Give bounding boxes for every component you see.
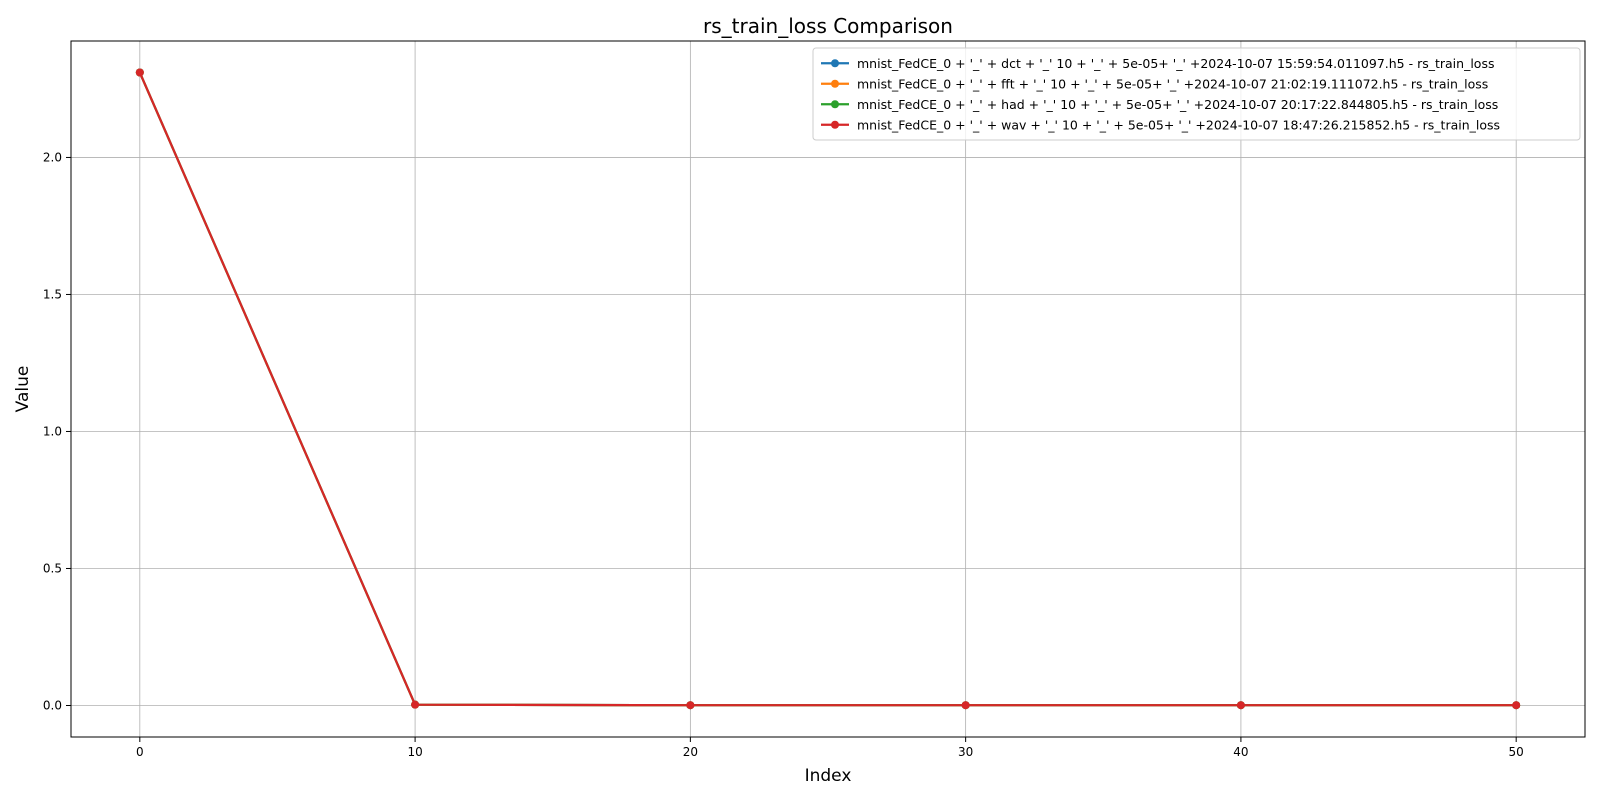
ticks: 0 10 20 30 40 50 0.0 0.5 1.0 1.5 2.0 — [43, 150, 1524, 759]
data-point — [686, 701, 695, 710]
y-axis-label: Value — [13, 366, 33, 413]
x-tick-label: 20 — [683, 745, 698, 759]
chart-title: rs_train_loss Comparison — [703, 14, 953, 38]
legend-entry: mnist_FedCE_0 + '_' + dct + '_' 10 + '_'… — [821, 56, 1494, 71]
x-axis-label: Index — [805, 766, 852, 786]
y-tick-label: 0.0 — [43, 698, 62, 712]
y-tick-label: 2.0 — [43, 150, 62, 164]
x-tick-label: 10 — [407, 745, 422, 759]
legend-swatch-marker — [831, 120, 839, 129]
y-tick-label: 1.5 — [43, 287, 62, 301]
legend-swatch-marker — [831, 59, 839, 68]
data-point — [135, 68, 144, 77]
legend-label: mnist_FedCE_0 + '_' + wav + '_' 10 + '_'… — [857, 117, 1500, 132]
x-tick-label: 0 — [136, 745, 144, 759]
y-tick-label: 0.5 — [43, 561, 62, 575]
series-3 — [135, 68, 1521, 710]
y-tick-label: 1.0 — [43, 424, 62, 438]
series-line — [138, 72, 1517, 707]
legend-entry: mnist_FedCE_0 + '_' + fft + '_' 10 + '_'… — [821, 76, 1488, 91]
series-layer — [135, 68, 1521, 710]
data-point — [411, 700, 420, 709]
legend-swatch-marker — [831, 79, 839, 88]
data-point — [961, 701, 970, 710]
x-tick-label: 50 — [1509, 745, 1524, 759]
x-tick-label: 40 — [1233, 745, 1248, 759]
legend-swatch-marker — [831, 100, 839, 109]
data-point — [1236, 701, 1245, 710]
x-tick-label: 30 — [958, 745, 973, 759]
legend-label: mnist_FedCE_0 + '_' + fft + '_' 10 + '_'… — [857, 76, 1488, 91]
plot-frame — [70, 40, 1586, 738]
data-point — [1512, 701, 1521, 710]
legend-label: mnist_FedCE_0 + '_' + dct + '_' 10 + '_'… — [857, 56, 1494, 71]
legend-box — [812, 47, 1581, 141]
legend-label: mnist_FedCE_0 + '_' + had + '_' 10 + '_'… — [857, 97, 1498, 112]
legend-entry: mnist_FedCE_0 + '_' + had + '_' 10 + '_'… — [821, 97, 1498, 112]
legend: mnist_FedCE_0 + '_' + dct + '_' 10 + '_'… — [812, 47, 1581, 141]
legend-entry: mnist_FedCE_0 + '_' + wav + '_' 10 + '_'… — [821, 117, 1500, 132]
